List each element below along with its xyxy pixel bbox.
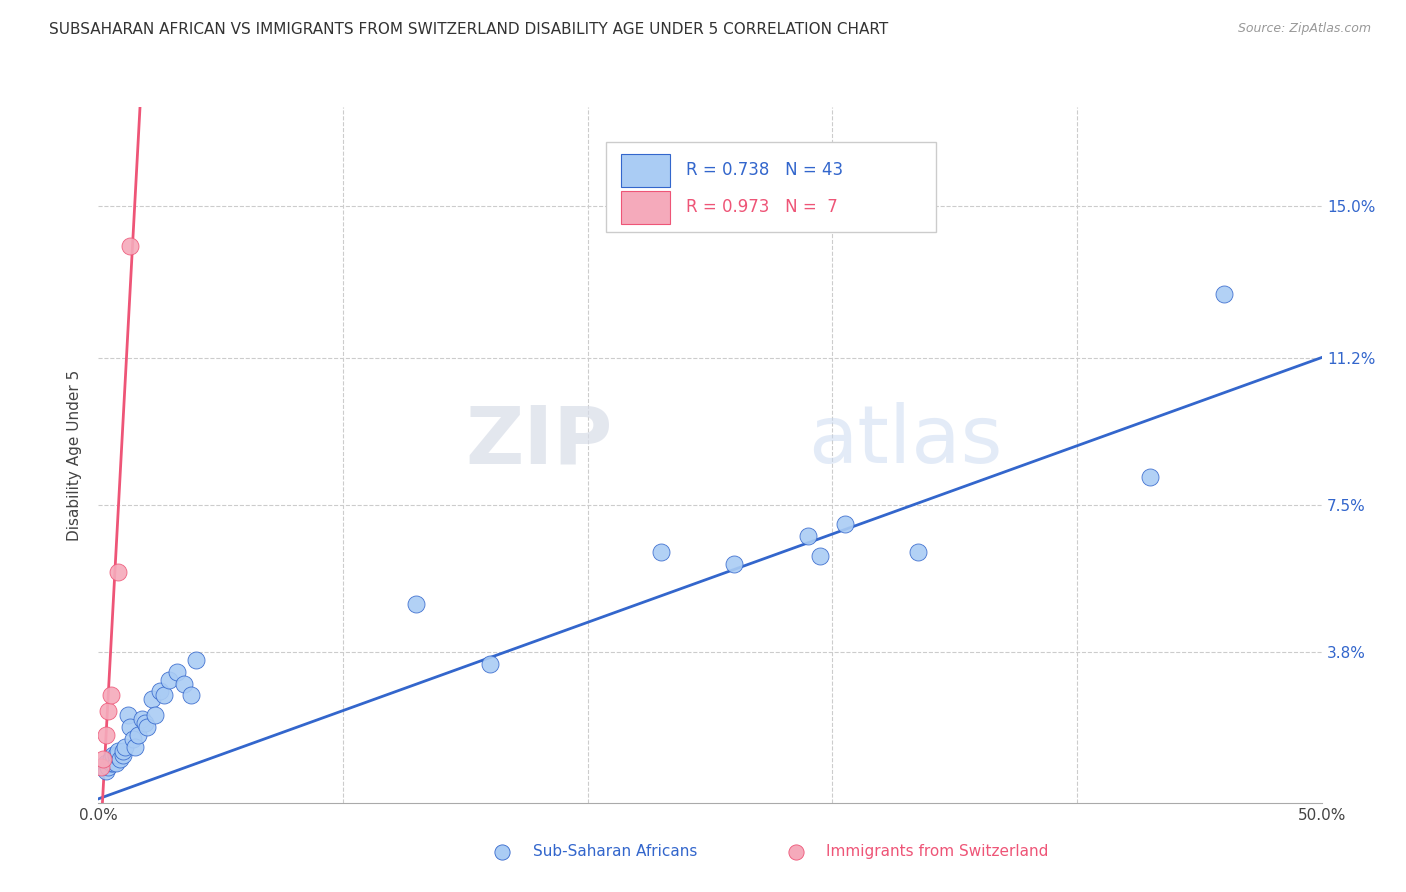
Point: [107, 748, 129, 763]
Text: atlas: atlas: [808, 402, 1002, 480]
Point: [107, 744, 129, 758]
Point: [127, 728, 149, 742]
Point: [107, 565, 129, 579]
Point: [143, 708, 166, 723]
Point: [157, 673, 180, 687]
Point: [114, 740, 136, 755]
Point: [97, 704, 120, 718]
Point: [180, 689, 202, 703]
Point: [101, 756, 124, 770]
Text: Immigrants from Switzerland: Immigrants from Switzerland: [827, 844, 1049, 859]
Point: [104, 748, 127, 763]
Point: [149, 684, 172, 698]
Point: [136, 720, 159, 734]
Point: [124, 740, 146, 755]
Point: [97, 760, 120, 774]
Point: [121, 732, 143, 747]
Point: [117, 708, 139, 723]
Point: [131, 712, 153, 726]
Point: [134, 716, 156, 731]
Point: [100, 756, 122, 770]
Point: [1212, 286, 1234, 301]
Text: SUBSAHARAN AFRICAN VS IMMIGRANTS FROM SWITZERLAND DISABILITY AGE UNDER 5 CORRELA: SUBSAHARAN AFRICAN VS IMMIGRANTS FROM SW…: [49, 22, 889, 37]
Text: Source: ZipAtlas.com: Source: ZipAtlas.com: [1237, 22, 1371, 36]
Point: [120, 720, 142, 734]
Point: [91, 752, 114, 766]
Point: [101, 748, 124, 763]
Point: [650, 545, 672, 559]
Point: [808, 549, 831, 564]
Point: [723, 558, 745, 572]
Text: R = 0.973   N =  7: R = 0.973 N = 7: [686, 198, 838, 216]
Point: [94, 756, 117, 770]
Point: [110, 752, 132, 766]
Point: [405, 597, 427, 611]
Point: [797, 529, 820, 543]
Point: [104, 756, 127, 770]
Bar: [620, 153, 669, 187]
Point: [90, 760, 112, 774]
Point: [186, 653, 208, 667]
Point: [153, 689, 176, 703]
Point: [173, 676, 195, 690]
Point: [120, 239, 142, 253]
Point: [94, 728, 117, 742]
Text: R = 0.738   N = 43: R = 0.738 N = 43: [686, 161, 842, 179]
Point: [907, 545, 929, 559]
Point: [111, 744, 134, 758]
Text: ZIP: ZIP: [465, 402, 612, 480]
Point: [94, 764, 117, 778]
Point: [478, 657, 501, 671]
Point: [91, 760, 114, 774]
Point: [100, 689, 122, 703]
FancyBboxPatch shape: [606, 142, 936, 232]
Bar: [620, 191, 669, 224]
Point: [1139, 470, 1161, 484]
Point: [100, 752, 122, 766]
Point: [111, 748, 134, 763]
Text: Sub-Saharan Africans: Sub-Saharan Africans: [533, 844, 697, 859]
Y-axis label: Disability Age Under 5: Disability Age Under 5: [67, 369, 83, 541]
Point: [834, 517, 856, 532]
Point: [166, 665, 188, 679]
Point: [141, 692, 163, 706]
